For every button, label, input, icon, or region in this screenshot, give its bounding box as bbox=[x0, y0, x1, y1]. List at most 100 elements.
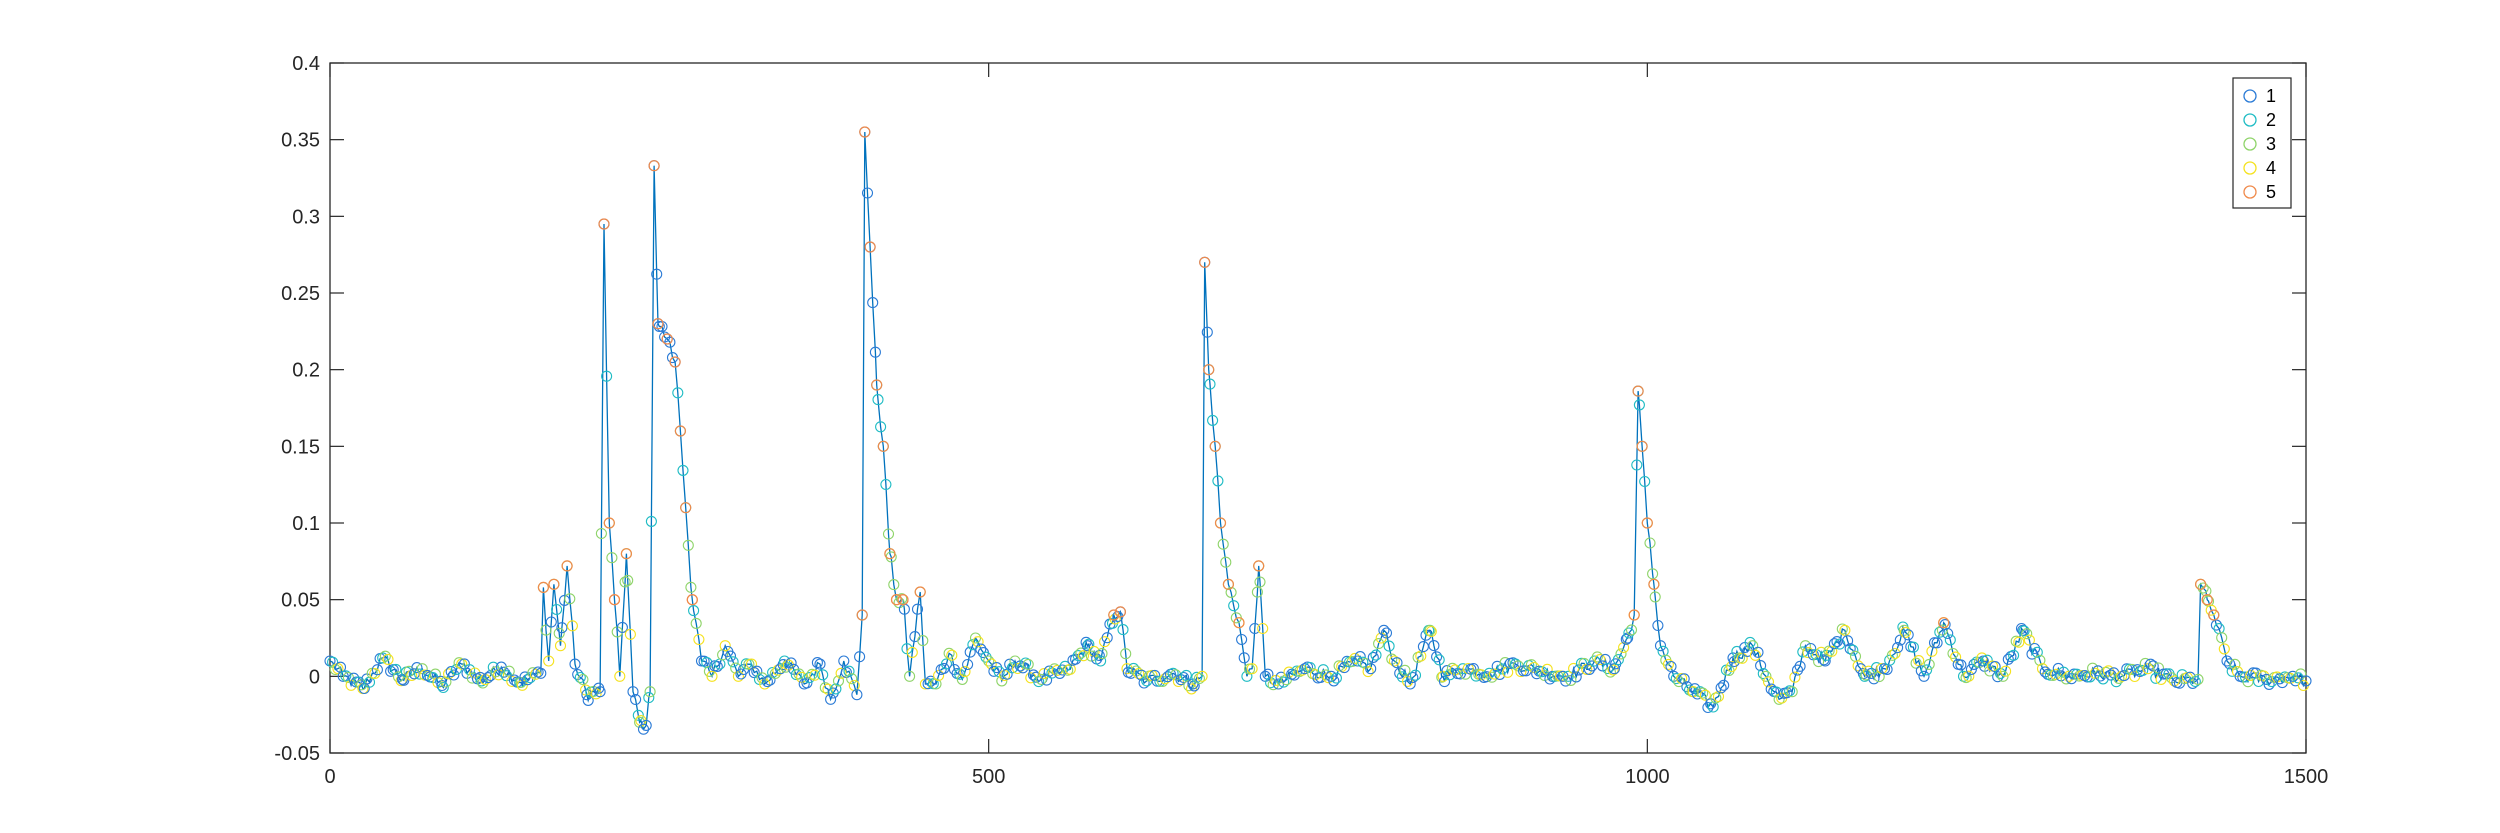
data-point-marker bbox=[2284, 672, 2296, 684]
data-point-marker bbox=[535, 667, 547, 679]
data-point-marker bbox=[1207, 414, 1219, 426]
data-point-marker bbox=[1670, 673, 1682, 685]
y-tick-label: 0.2 bbox=[292, 360, 320, 382]
data-point-marker bbox=[1425, 625, 1437, 638]
peak-marker bbox=[669, 356, 681, 368]
data-point-marker bbox=[943, 647, 955, 659]
data-point-marker bbox=[1631, 459, 1643, 471]
peak-marker bbox=[548, 578, 560, 590]
data-point-marker bbox=[1697, 687, 1709, 699]
legend-entry-5: 5 bbox=[2243, 182, 2276, 202]
data-point-marker bbox=[1762, 676, 1775, 688]
data-point-marker bbox=[830, 683, 842, 695]
data-point-marker bbox=[835, 667, 847, 679]
data-point-marker bbox=[1618, 641, 1630, 654]
data-point-marker bbox=[1117, 624, 1129, 636]
data-point-marker bbox=[988, 665, 1000, 677]
data-point-marker bbox=[580, 684, 592, 696]
data-point-marker bbox=[1899, 626, 1912, 638]
data-point-marker bbox=[1873, 671, 1885, 683]
data-point-marker bbox=[2026, 648, 2038, 660]
data-point-marker bbox=[1752, 646, 1764, 658]
data-point-marker bbox=[724, 650, 737, 662]
data-point-marker bbox=[1819, 655, 1831, 667]
data-point-marker bbox=[406, 669, 418, 681]
data-point-marker bbox=[553, 627, 565, 639]
data-point-marker bbox=[745, 658, 758, 670]
data-point-marker bbox=[634, 716, 646, 728]
data-point-marker bbox=[2300, 675, 2312, 687]
data-point-marker bbox=[875, 421, 887, 433]
data-point-marker bbox=[421, 669, 434, 681]
data-point-marker bbox=[543, 655, 555, 667]
legend-label-2: 2 bbox=[2266, 110, 2276, 130]
data-point-marker bbox=[1399, 664, 1411, 676]
data-point-marker bbox=[2216, 632, 2228, 644]
data-point-marker bbox=[962, 658, 974, 671]
data-point-marker bbox=[2113, 672, 2125, 684]
peak-marker bbox=[2201, 594, 2213, 606]
data-point-marker bbox=[2226, 665, 2238, 677]
data-point-marker bbox=[1101, 632, 1113, 644]
data-point-marker bbox=[2068, 668, 2080, 680]
data-point-marker bbox=[930, 678, 942, 690]
peak-marker bbox=[1203, 364, 1215, 376]
data-point-marker bbox=[453, 657, 465, 669]
legend: 1 2 3 4 5 bbox=[2232, 77, 2292, 209]
data-point-marker bbox=[632, 709, 644, 721]
y-tick-label: 0.3 bbox=[292, 206, 320, 228]
data-point-marker bbox=[748, 667, 760, 679]
data-point-marker bbox=[1615, 648, 1627, 660]
data-point-marker bbox=[1394, 667, 1406, 679]
legend-entry-3: 3 bbox=[2243, 134, 2276, 154]
data-point-marker bbox=[616, 621, 628, 633]
data-point-marker bbox=[1193, 672, 1205, 685]
data-point-marker bbox=[1217, 538, 1229, 550]
data-point-marker bbox=[1781, 687, 1793, 699]
data-point-marker bbox=[606, 552, 618, 564]
peak-marker bbox=[890, 594, 903, 606]
data-point-marker bbox=[861, 187, 874, 199]
data-point-marker bbox=[1249, 622, 1261, 635]
data-point-marker bbox=[980, 651, 992, 663]
data-point-marker bbox=[1278, 676, 1290, 688]
data-point-marker bbox=[1120, 648, 1132, 660]
data-point-marker bbox=[1649, 591, 1661, 603]
data-point-marker bbox=[595, 527, 607, 540]
data-point-marker bbox=[2192, 673, 2204, 685]
data-point-marker bbox=[843, 665, 855, 677]
data-point-marker bbox=[1283, 666, 1295, 678]
peak-marker bbox=[1222, 578, 1235, 590]
data-point-marker bbox=[888, 579, 900, 591]
data-point-marker bbox=[1077, 650, 1090, 662]
data-point-marker bbox=[959, 666, 971, 678]
data-point-marker bbox=[1594, 654, 1606, 666]
data-point-marker bbox=[690, 617, 702, 629]
peak-marker bbox=[856, 609, 868, 621]
legend-entry-1: 1 bbox=[2243, 86, 2276, 106]
data-point-marker bbox=[1270, 674, 1282, 686]
data-point-marker bbox=[637, 723, 650, 735]
data-point-marker bbox=[1431, 651, 1443, 663]
data-point-marker bbox=[946, 649, 958, 661]
data-point-marker bbox=[1847, 644, 1859, 656]
y-tick-label: 0.15 bbox=[281, 436, 320, 458]
data-point-marker bbox=[2126, 663, 2138, 675]
data-point-marker bbox=[2000, 665, 2012, 677]
data-point-marker bbox=[1373, 638, 1385, 650]
data-point-marker bbox=[1454, 668, 1466, 680]
data-point-marker bbox=[1889, 647, 1901, 660]
data-point-marker bbox=[1437, 670, 1449, 682]
peak-marker bbox=[561, 560, 573, 572]
data-point-marker bbox=[508, 674, 520, 686]
data-point-marker bbox=[1262, 668, 1274, 680]
data-point-marker bbox=[522, 674, 534, 686]
data-point-marker bbox=[1570, 671, 1582, 683]
peak-marker bbox=[884, 548, 896, 560]
data-point-marker bbox=[1907, 641, 1919, 653]
peak-marker bbox=[1938, 617, 1950, 629]
data-point-marker bbox=[682, 539, 694, 551]
data-point-marker bbox=[1475, 669, 1487, 681]
data-point-marker bbox=[1488, 668, 1501, 680]
